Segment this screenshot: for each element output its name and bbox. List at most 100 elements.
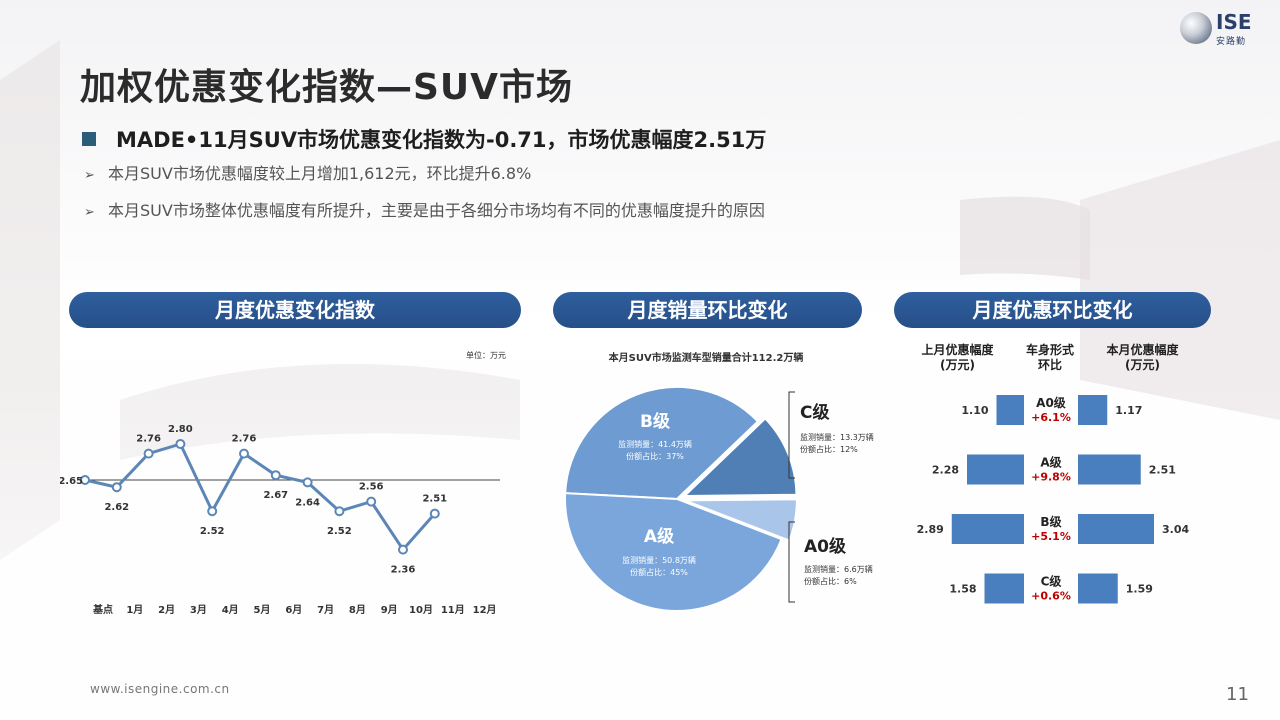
- section-header-bar: 月度优惠环比变化: [894, 292, 1211, 328]
- logo-sub-text: 安路勤: [1216, 37, 1247, 47]
- pie-caption: 本月SUV市场监测车型销量合计112.2万辆: [608, 353, 804, 364]
- data-label: 2.62: [104, 502, 129, 513]
- data-point: [302, 477, 313, 488]
- data-point: [429, 508, 440, 519]
- bullet-1-text: 本月SUV市场优惠幅度较上月增加1,612元，环比提升6.8%: [108, 164, 532, 183]
- change-label: +5.1%: [1031, 530, 1071, 543]
- data-point: [398, 544, 408, 555]
- pie-slice-1: [681, 417, 798, 498]
- bar-curr: [1078, 395, 1108, 425]
- bar-curr: [1078, 573, 1118, 604]
- curr-value-label: 3.04: [1162, 523, 1189, 536]
- data-label: 2.65: [60, 476, 83, 487]
- data-point: [270, 470, 281, 481]
- x-tick-label: 6月: [285, 604, 302, 616]
- x-tick-label: 9月: [381, 604, 398, 616]
- segment-label: A级: [1040, 455, 1061, 470]
- slice-name-label: A级: [644, 526, 674, 547]
- page-number: 11: [1226, 684, 1249, 705]
- bullet-1: ➢ 本月SUV市场优惠幅度较上月增加1,612元，环比提升6.8%: [84, 160, 531, 184]
- slice-share-label: 份额占比：45%: [630, 567, 688, 577]
- data-label: 2.36: [391, 565, 416, 576]
- data-point: [143, 448, 154, 459]
- prev-value-label: 1.58: [949, 583, 976, 596]
- x-tick-label: 4月: [222, 604, 239, 616]
- bar-curr: [1078, 454, 1141, 485]
- segment-label: C级: [1041, 574, 1062, 589]
- data-label: 2.67: [263, 490, 288, 501]
- prev-value-label: 2.89: [917, 523, 944, 536]
- bar-chart: 1.10 1.17 A0级+6.1% 2.28 2.51 A级+9.8% 2.89 3.04 B…: [917, 395, 1189, 604]
- data-label: 2.52: [327, 526, 352, 537]
- logo-emblem-icon: [1180, 12, 1212, 44]
- slice-name-label: A0级: [804, 536, 846, 557]
- square-bullet-icon: [82, 132, 96, 146]
- x-tick-label: 7月: [317, 604, 334, 616]
- change-label: +0.6%: [1031, 590, 1071, 603]
- x-tick-label: 3月: [190, 604, 207, 616]
- bar-prev: [967, 454, 1024, 485]
- bullet-2: ➢ 本月SUV市场整体优惠幅度有所提升，主要是由于各细分市场均有不同的优惠幅度提升…: [84, 197, 765, 221]
- series-line: [84, 442, 436, 553]
- data-label: 2.76: [232, 434, 257, 445]
- headline-text: MADE•11月SUV市场优惠变化指数为-0.71，市场优惠幅度2.51万: [116, 128, 767, 152]
- change-label: +6.1%: [1031, 411, 1071, 424]
- change-label: +9.8%: [1031, 471, 1071, 484]
- data-label: 2.76: [136, 434, 161, 445]
- col-header-mid: 车身形式 环比: [1025, 343, 1074, 372]
- slice-name-label: C级: [800, 402, 829, 423]
- page-title: 加权优惠变化指数—SUV市场: [80, 67, 574, 108]
- pie-slice-3: [564, 492, 783, 612]
- x-tick-label: 12月: [473, 604, 497, 616]
- data-label: 2.52: [200, 526, 225, 537]
- data-label: 2.64: [295, 497, 320, 508]
- line-chart: 2.65 基点 2.62 1月 2.76 2月 2.80 3月 2.52 4月 2.76 5月 2.67…: [60, 424, 500, 616]
- footer-url: www.isengine.com.cn: [90, 682, 230, 696]
- curr-value-label: 2.51: [1149, 464, 1176, 477]
- bar-prev: [996, 395, 1024, 425]
- x-tick-label: 基点: [92, 603, 113, 616]
- data-point: [366, 496, 377, 507]
- arrow-bullet-icon: ➢: [84, 168, 95, 183]
- logo-brand-text: ISE: [1216, 10, 1252, 34]
- bar-curr: [1078, 514, 1154, 544]
- slice-share-label: 份额占比：12%: [800, 444, 858, 454]
- data-label: 2.56: [359, 482, 384, 493]
- prev-value-label: 2.28: [932, 464, 959, 477]
- slice-volume-label: 监测销量：6.6万辆: [804, 564, 873, 574]
- data-point: [239, 448, 249, 459]
- pie-slice-0: [564, 386, 760, 501]
- curr-value-label: 1.59: [1126, 583, 1153, 596]
- bar-prev: [951, 514, 1024, 544]
- data-label: 2.51: [422, 494, 447, 505]
- x-tick-label: 11月: [441, 604, 465, 616]
- section-header-line: 月度优惠变化指数: [69, 292, 521, 328]
- x-tick-label: 8月: [349, 604, 366, 616]
- slice-share-label: 份额占比：37%: [626, 451, 684, 461]
- data-point: [111, 482, 122, 493]
- brand-logo: ISE 安路勤: [1180, 10, 1270, 50]
- col-header-prev: 上月优惠幅度 (万元): [921, 343, 994, 372]
- line-unit-label: 单位：万元: [466, 351, 506, 360]
- data-point: [80, 475, 90, 485]
- bullet-2-text: 本月SUV市场整体优惠幅度有所提升，主要是由于各细分市场均有不同的优惠幅度提升的…: [108, 201, 765, 220]
- slice-volume-label: 监测销量：13.3万辆: [800, 432, 874, 442]
- data-point: [334, 506, 345, 517]
- section-header-pie: 月度销量环比变化: [553, 292, 862, 328]
- data-point: [175, 439, 186, 449]
- leader-line: [788, 391, 795, 479]
- prev-value-label: 1.10: [961, 404, 988, 417]
- slice-share-label: 份额占比：6%: [804, 576, 857, 586]
- arrow-bullet-icon: ➢: [84, 205, 95, 220]
- slice-name-label: B级: [640, 411, 670, 432]
- x-tick-label: 5月: [254, 604, 271, 616]
- headline: MADE•11月SUV市场优惠变化指数为-0.71，市场优惠幅度2.51万: [82, 124, 766, 154]
- data-point: [207, 506, 218, 517]
- data-label: 2.80: [168, 424, 193, 435]
- col-header-curr: 本月优惠幅度 (万元): [1106, 343, 1179, 372]
- x-tick-label: 10月: [409, 604, 433, 616]
- segment-label: B级: [1040, 514, 1061, 529]
- slice-volume-label: 监测销量：41.4万辆: [618, 439, 692, 449]
- bar-prev: [984, 573, 1024, 604]
